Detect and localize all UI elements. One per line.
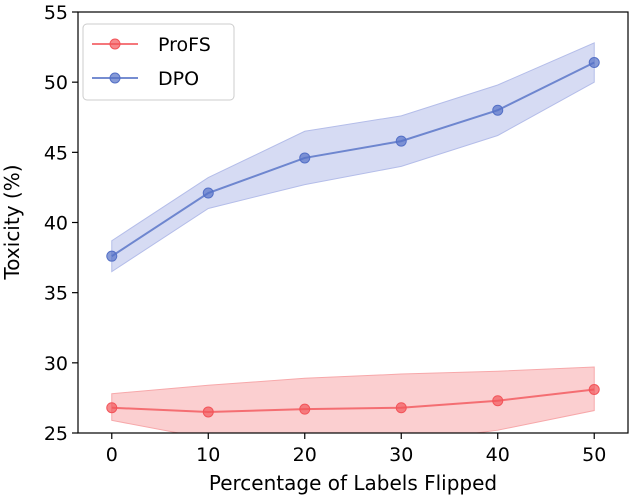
dpo-point-50 [588, 57, 600, 69]
legend: ProFS DPO [82, 23, 235, 101]
dpo-point-20 [299, 152, 311, 164]
series-lines [111, 61, 595, 413]
x-tick-label: 40 [486, 444, 510, 466]
series-points [106, 57, 600, 418]
x-axis-ticks: 0 10 20 30 40 50 [106, 433, 606, 466]
legend-dpo-label: DPO [158, 68, 199, 90]
x-tick-label: 0 [106, 444, 118, 466]
x-axis-label: Percentage of Labels Flipped [209, 471, 497, 495]
dpo-point-0 [106, 250, 118, 262]
y-tick-label: 55 [44, 2, 68, 24]
y-axis-ticks: 25 30 35 40 45 50 55 [44, 2, 78, 445]
y-axis-label: Toxicity (%) [0, 164, 24, 280]
confidence-bands [111, 42, 595, 433]
profs-point-50 [588, 383, 600, 395]
x-tick-label: 20 [293, 444, 317, 466]
profs-point-20 [299, 403, 311, 415]
profs-point-40 [492, 395, 504, 407]
y-tick-label: 40 [44, 213, 68, 235]
y-tick-label: 50 [44, 72, 68, 94]
x-tick-label: 30 [389, 444, 413, 466]
y-tick-label: 45 [44, 142, 68, 164]
dpo-point-10 [202, 187, 214, 199]
y-tick-label: 35 [44, 283, 68, 305]
profs-point-10 [202, 406, 214, 418]
profs-line [111, 388, 595, 413]
y-tick-label: 30 [44, 353, 68, 375]
dpo-confidence-band [111, 42, 595, 273]
dpo-point-40 [492, 104, 504, 116]
dpo-point-30 [395, 135, 407, 147]
legend-dpo-marker [109, 72, 121, 84]
y-tick-label: 25 [44, 423, 68, 445]
legend-profs-marker [109, 38, 121, 50]
x-tick-label: 50 [582, 444, 606, 466]
legend-profs-label: ProFS [158, 34, 211, 56]
profs-confidence-band [111, 366, 595, 433]
dpo-line [111, 61, 595, 258]
profs-point-0 [106, 402, 118, 414]
profs-point-30 [395, 402, 407, 414]
x-tick-label: 10 [196, 444, 220, 466]
